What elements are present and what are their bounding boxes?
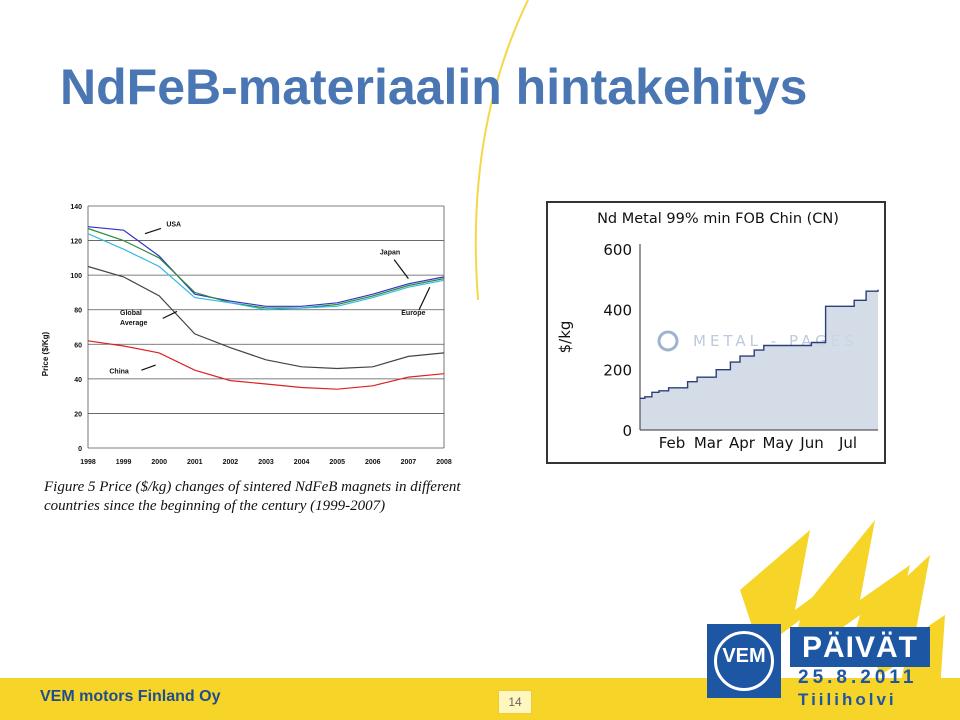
y-tick-label: 80 xyxy=(74,308,82,315)
series-line-usa xyxy=(87,226,445,307)
y-axis-label: Price ($/Kg) xyxy=(41,331,50,376)
series-line-japan xyxy=(87,227,445,309)
series-labels: USA Japan Europe Global Average China xyxy=(109,222,431,376)
y-tick-label: 0 xyxy=(78,446,82,453)
y-tick-label: 600 xyxy=(603,241,632,259)
series-label-usa: USA xyxy=(166,222,181,229)
page-number: 14 xyxy=(498,690,532,714)
watermark-logo-icon xyxy=(657,330,679,352)
y-tick-labels: 0 20 40 60 80 100 120 140 xyxy=(70,204,82,453)
x-tick-labels: 1998 1999 2000 2001 2002 2003 2004 2005 2006 2007… xyxy=(80,459,452,466)
x-tick-label: 2001 xyxy=(187,459,203,466)
price-line xyxy=(640,289,879,399)
y-axis-label: $/kg xyxy=(556,321,574,354)
paivat-banner: PÄIVÄT xyxy=(790,627,930,667)
slide-title: NdFeB-materiaalin hintakehitys xyxy=(60,59,808,115)
vem-logo-ring xyxy=(714,631,774,691)
footer-bar xyxy=(0,678,960,720)
series-line-china xyxy=(87,340,445,390)
x-tick-label: Jul xyxy=(838,434,857,452)
x-tick-label: 2004 xyxy=(294,459,310,466)
y-tick-label: 0 xyxy=(622,422,632,440)
x-tick-label: 2002 xyxy=(223,459,239,466)
x-tick-label: 2008 xyxy=(436,459,452,466)
series-lines xyxy=(87,226,445,390)
y-tick-label: 60 xyxy=(74,342,82,349)
nd-metal-price-chart: Nd Metal 99% min FOB Chin (CN) METAL - P… xyxy=(556,211,879,452)
x-tick-label: 2005 xyxy=(329,459,345,466)
x-tick-label: Jun xyxy=(799,434,823,452)
series-label-japan: Japan xyxy=(380,249,400,256)
x-tick-label: Feb xyxy=(659,434,686,452)
y-tick-label: 140 xyxy=(70,204,82,211)
series-line-global-average xyxy=(87,265,445,370)
x-tick-label: 2007 xyxy=(401,459,417,466)
y-tick-label: 120 xyxy=(70,239,82,246)
chart-grid xyxy=(87,205,445,449)
label-pointer xyxy=(418,286,431,310)
nd-metal-chart-frame: Nd Metal 99% min FOB Chin (CN) METAL - P… xyxy=(546,201,886,464)
price-history-chart: 0 20 40 60 80 100 120 140 1998 1999 2000 2001 2002 2… xyxy=(41,204,452,466)
x-tick-label: 2006 xyxy=(365,459,381,466)
x-tick-label: 2003 xyxy=(258,459,274,466)
series-label-china: China xyxy=(109,369,129,376)
x-tick-label: 1999 xyxy=(116,459,132,466)
price-area xyxy=(640,289,878,430)
figure-caption: Figure 5 Price ($/kg) changes of sintere… xyxy=(44,479,461,514)
chart-axes xyxy=(639,244,878,431)
y-tick-label: 400 xyxy=(603,301,632,319)
y-tick-labels: 0 200 400 600 xyxy=(603,241,632,440)
chart-title: Nd Metal 99% min FOB Chin (CN) xyxy=(597,211,839,227)
vem-logo: VEM xyxy=(707,624,781,698)
label-pointer xyxy=(162,310,178,319)
x-tick-label: Mar xyxy=(694,434,723,452)
event-place: Tiiliholvi xyxy=(798,690,897,709)
event-date: 25.8.2011 xyxy=(798,667,918,688)
y-tick-label: 20 xyxy=(74,411,82,418)
series-label-europe: Europe xyxy=(401,310,425,317)
label-pointer xyxy=(144,227,162,235)
vem-logo-text: VEM xyxy=(722,645,766,667)
paivat-text: PÄIVÄT xyxy=(801,631,918,664)
y-tick-label: 100 xyxy=(70,273,82,280)
series-label-global-average: Global xyxy=(120,310,142,317)
x-tick-label: Apr xyxy=(729,434,756,452)
footer-company-name: VEM motors Finland Oy xyxy=(40,688,221,705)
x-tick-label: 2000 xyxy=(151,459,167,466)
x-tick-labels: Feb Mar Apr May Jun Jul xyxy=(659,434,857,452)
x-tick-label: May xyxy=(762,434,793,452)
y-tick-label: 200 xyxy=(603,362,632,380)
y-tick-label: 40 xyxy=(74,377,82,384)
label-pointer xyxy=(141,364,156,371)
label-pointer xyxy=(393,259,409,279)
series-line-europe xyxy=(87,233,445,311)
x-tick-label: 1998 xyxy=(80,459,96,466)
series-label-global-average: Average xyxy=(120,320,147,327)
